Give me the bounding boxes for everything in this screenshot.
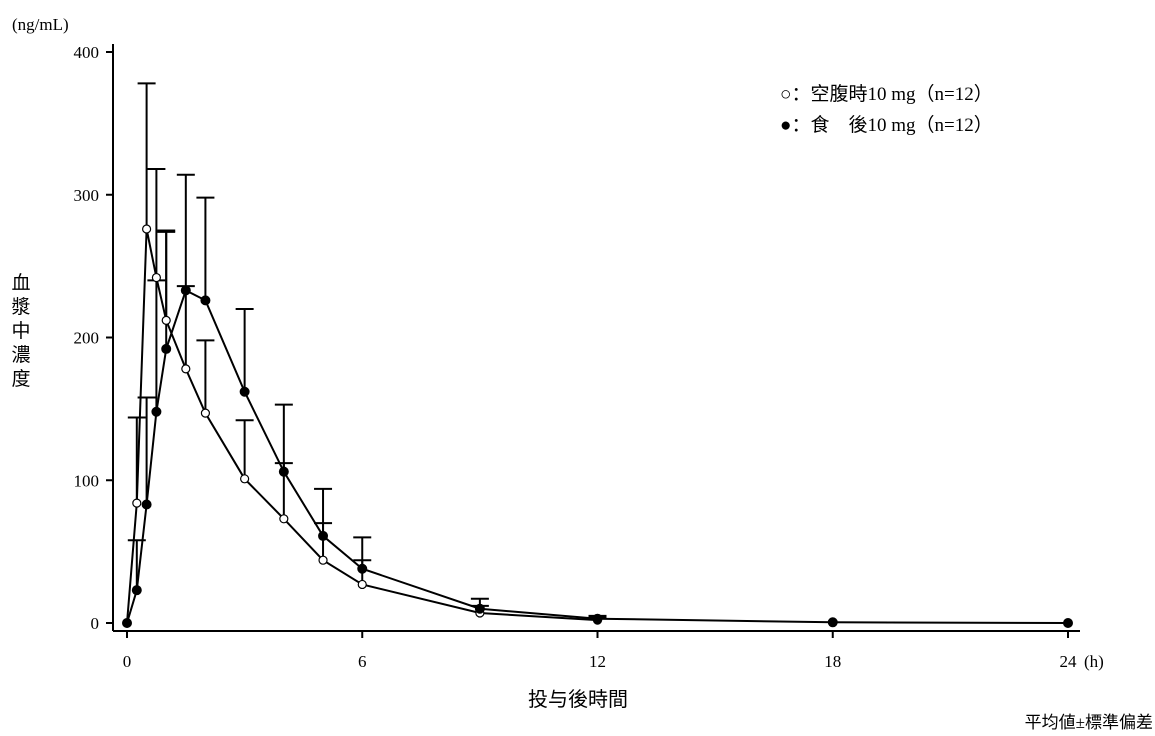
error-bars [127, 82, 607, 621]
footnote: 平均値±標準偏差 [1025, 713, 1153, 731]
data-point-fasting [181, 364, 191, 374]
data-point-fed [592, 613, 603, 624]
x-tick-label: 6 [358, 652, 367, 671]
data-point-fed [122, 618, 132, 628]
series-lines [126, 228, 1069, 624]
data-point-fasting [279, 514, 289, 524]
x-unit-label: (h) [1084, 652, 1104, 671]
y-tick-label: 400 [74, 43, 100, 62]
y-axis-title: 血漿中濃度 [8, 272, 34, 392]
data-point-fed [474, 603, 485, 614]
data-point-fasting [240, 474, 250, 484]
data-point-fasting [161, 315, 171, 325]
axes: 0 100 200 300 400 0 6 12 18 24 [74, 43, 1080, 671]
y-tick-label: 200 [74, 329, 100, 348]
data-point-fed [239, 386, 250, 397]
y-axis-title-char: 漿 [11, 297, 31, 318]
y-unit-label: (ng/mL) [12, 15, 69, 34]
x-tick-label: 18 [824, 652, 841, 671]
data-point-fasting [132, 498, 142, 508]
data-point-fed [131, 585, 142, 596]
data-point-fed [318, 530, 329, 541]
series-line-1 [126, 288, 1069, 624]
y-axis-title-char: 血 [11, 273, 31, 294]
data-point-fed [357, 563, 368, 574]
legend-entry-fasting: ○：空腹時10 mg（n=12） [780, 83, 993, 105]
data-point-fed [1063, 618, 1073, 628]
y-tick-label: 0 [91, 614, 100, 633]
y-axis-title-char: 度 [11, 369, 31, 390]
data-point-fasting [142, 224, 152, 234]
x-tick-label: 24 [1060, 652, 1078, 671]
data-point-fed [278, 466, 289, 477]
x-tick-label: 12 [589, 652, 606, 671]
data-point-fed [180, 285, 191, 296]
x-axis-title: 投与後時間 [528, 688, 628, 711]
y-tick-label: 100 [74, 471, 100, 490]
legend: ○：空腹時10 mg（n=12） ●：食 後10 mg（n=12） [780, 83, 993, 136]
data-point-fed [151, 406, 162, 417]
y-tick-label: 300 [74, 186, 100, 205]
y-axis-title-char: 濃 [11, 345, 31, 366]
data-point-fed [161, 343, 172, 354]
data-point-fed [827, 617, 838, 628]
data-point-fed [141, 499, 152, 510]
x-tick-label: 0 [123, 652, 132, 671]
y-axis-title-char: 中 [11, 321, 31, 342]
data-point-fasting [151, 272, 162, 283]
series-markers [122, 224, 1073, 628]
data-point-fed [200, 295, 211, 306]
legend-entry-fed: ●：食 後10 mg（n=12） [780, 114, 993, 136]
data-point-fasting [318, 555, 328, 565]
data-point-fasting [357, 579, 367, 590]
data-point-fasting [200, 408, 211, 418]
